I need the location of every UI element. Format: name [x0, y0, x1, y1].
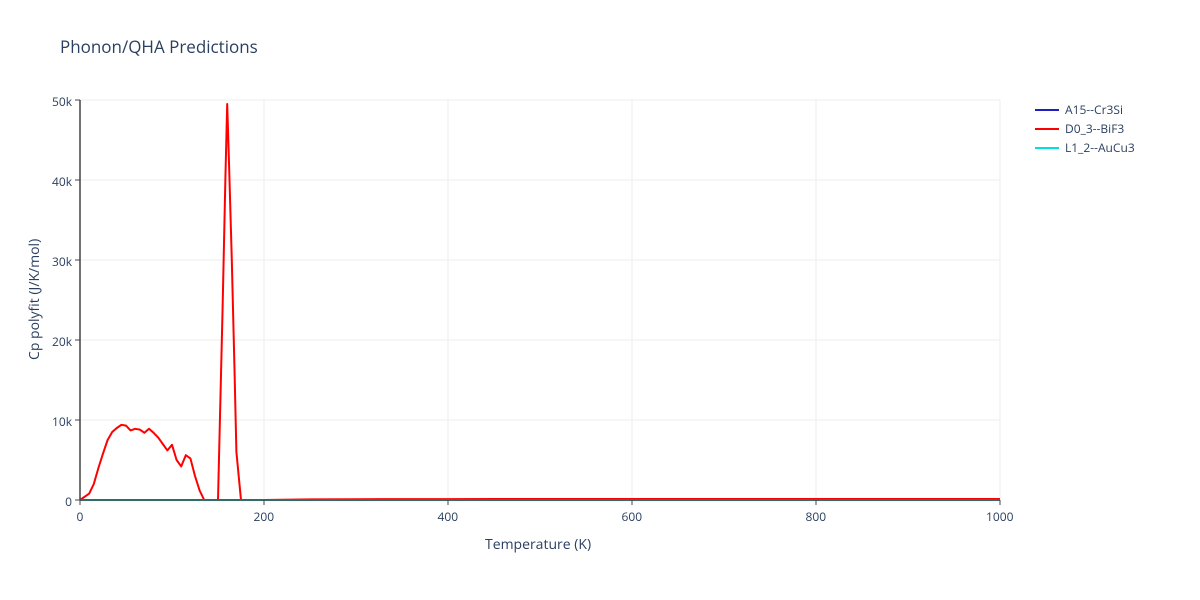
chart-container: Phonon/QHA Predictions Temperature (K) C…	[0, 0, 1200, 600]
legend-label: A15--Cr3Si	[1065, 101, 1123, 118]
legend-item[interactable]: D0_3--BiF3	[1035, 119, 1135, 138]
y-tick-label: 10k	[32, 413, 72, 430]
legend-label: L1_2--AuCu3	[1065, 139, 1135, 156]
x-axis-label: Temperature (K)	[485, 535, 591, 554]
x-tick-label: 0	[77, 508, 84, 525]
legend-item[interactable]: A15--Cr3Si	[1035, 100, 1135, 119]
y-tick-label: 50k	[32, 93, 72, 110]
y-tick-label: 40k	[32, 173, 72, 190]
y-tick-label: 30k	[32, 253, 72, 270]
legend-label: D0_3--BiF3	[1065, 120, 1124, 137]
x-tick-label: 1000	[986, 508, 1013, 525]
legend-item[interactable]: L1_2--AuCu3	[1035, 138, 1135, 157]
legend-swatch	[1035, 147, 1059, 149]
y-tick-label: 0	[32, 493, 72, 510]
x-tick-label: 400	[438, 508, 459, 525]
x-tick-label: 600	[622, 508, 643, 525]
plot-area	[0, 0, 1200, 600]
y-tick-label: 20k	[32, 333, 72, 350]
legend: A15--Cr3Si D0_3--BiF3 L1_2--AuCu3	[1035, 100, 1135, 157]
x-tick-label: 200	[254, 508, 275, 525]
legend-swatch	[1035, 109, 1059, 111]
legend-swatch	[1035, 128, 1059, 130]
x-tick-label: 800	[806, 508, 827, 525]
